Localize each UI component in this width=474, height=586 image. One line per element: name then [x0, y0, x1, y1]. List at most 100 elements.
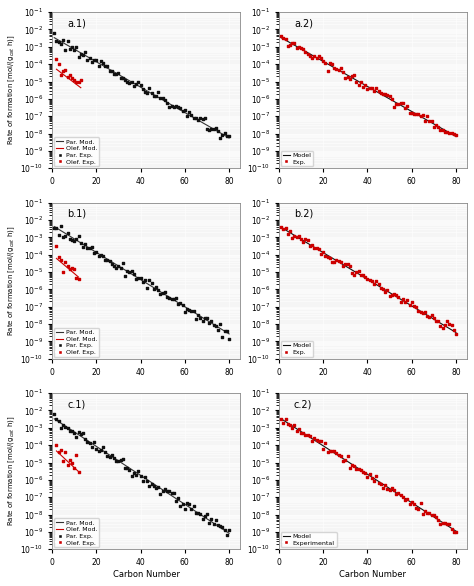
Point [417, 499, 424, 508]
Point [97, 251, 105, 260]
Point [117, 73, 125, 82]
Point [315, 245, 322, 254]
Point [141, 87, 149, 97]
Point [146, 83, 153, 93]
Point [77, 49, 84, 59]
Point [350, 270, 358, 280]
Y-axis label: Rate of formation [mol/(g$_{cat}$ h)]: Rate of formation [mol/(g$_{cat}$ h)] [7, 416, 18, 526]
Point [75, 52, 82, 62]
Point [179, 106, 186, 115]
Point [117, 456, 125, 465]
Point [304, 50, 311, 59]
Point [177, 502, 184, 511]
Point [62, 65, 69, 74]
Point [124, 267, 131, 276]
Point [401, 298, 409, 307]
Point [128, 471, 136, 481]
Point [92, 56, 100, 65]
Point [121, 464, 129, 473]
Point [330, 63, 338, 73]
Point [57, 40, 64, 49]
Point [64, 261, 71, 271]
Point [88, 443, 96, 452]
Point [293, 44, 301, 53]
Point [401, 496, 409, 505]
Point [50, 410, 58, 419]
Point [73, 432, 80, 441]
Point [73, 450, 80, 459]
Point [326, 58, 334, 67]
Point [375, 87, 383, 96]
Point [344, 452, 351, 461]
X-axis label: Carbon Number: Carbon Number [339, 570, 407, 579]
Point [188, 505, 195, 514]
Point [277, 31, 285, 40]
Point [339, 261, 347, 270]
Point [386, 91, 393, 101]
Point [212, 123, 219, 132]
Point [223, 131, 231, 141]
Point [68, 426, 76, 435]
Point [223, 531, 231, 540]
Point [399, 493, 407, 502]
Legend: Model, Exp.: Model, Exp. [281, 341, 313, 357]
Point [150, 284, 158, 293]
Point [317, 53, 325, 63]
Point [448, 524, 456, 533]
Point [132, 471, 140, 480]
Point [437, 519, 444, 529]
Point [117, 263, 125, 272]
Point [59, 421, 67, 430]
Point [88, 242, 96, 251]
Point [115, 262, 122, 271]
Point [110, 454, 118, 463]
Point [208, 515, 215, 524]
Point [53, 440, 60, 449]
Point [210, 519, 218, 528]
Point [346, 464, 354, 473]
Point [399, 294, 407, 304]
Point [319, 248, 327, 257]
Point [317, 249, 325, 258]
Point [362, 468, 369, 478]
Point [324, 253, 331, 262]
Point [53, 54, 60, 64]
Point [359, 270, 367, 280]
Point [282, 223, 289, 233]
Point [165, 102, 173, 111]
Point [55, 253, 63, 262]
Point [53, 36, 60, 45]
X-axis label: Carbon Number: Carbon Number [113, 570, 180, 579]
Point [357, 77, 365, 86]
Point [190, 501, 198, 510]
Point [168, 101, 175, 111]
Point [203, 314, 211, 323]
Point [201, 114, 209, 123]
Point [346, 74, 354, 83]
Point [208, 124, 215, 134]
Point [62, 423, 69, 432]
Point [155, 285, 162, 295]
Point [344, 260, 351, 269]
Point [310, 51, 318, 60]
Point [219, 332, 226, 342]
Point [370, 87, 378, 96]
Point [364, 84, 371, 94]
Point [443, 317, 451, 326]
Point [368, 473, 376, 483]
Point [86, 439, 93, 448]
Point [282, 35, 289, 44]
Point [170, 102, 178, 111]
Point [135, 466, 142, 476]
Point [437, 322, 444, 331]
Point [150, 481, 158, 490]
Point [417, 111, 424, 121]
Point [339, 68, 347, 77]
Point [64, 423, 71, 432]
Point [212, 515, 219, 524]
Point [406, 500, 413, 509]
Point [214, 126, 222, 135]
Point [144, 88, 151, 98]
Point [410, 110, 418, 119]
Point [328, 59, 336, 69]
